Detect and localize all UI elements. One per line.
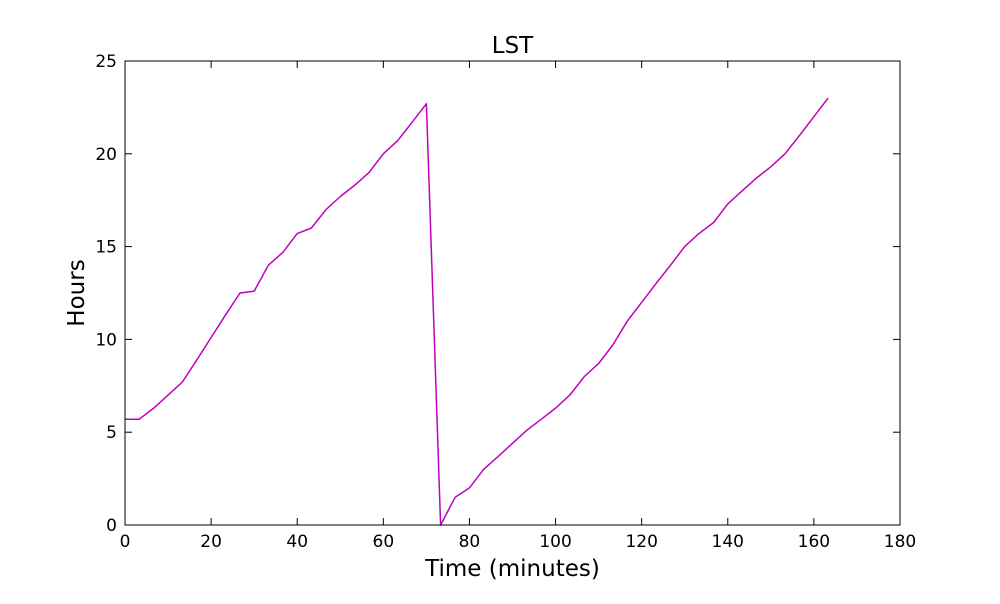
series-layer [125,97,829,526]
x-tick-label: 60 [373,532,395,552]
x-axis-title: Time (minutes) [424,556,600,582]
y-tick-label: 25 [95,52,117,72]
x-tick-label: 100 [539,532,571,552]
x-tick-label: 20 [200,532,222,552]
series-line [125,97,829,526]
chart-title: LST [492,33,534,59]
y-tick-label: 20 [95,145,117,165]
x-tick-label: 180 [884,532,916,552]
ticks-layer: 0 20 40 60 80 100 120 140 160 180 0 5 10 15 20 25 [95,52,916,552]
y-tick-label: 5 [106,423,117,443]
x-tick-label: 0 [120,532,131,552]
x-tick-label: 120 [625,532,657,552]
x-tick-label: 80 [459,532,481,552]
y-axis-title: Hours [64,259,90,326]
y-tick-label: 10 [95,330,117,350]
y-tick-label: 0 [106,516,117,536]
y-tick-label: 15 [95,238,117,258]
plot-frame [124,60,901,526]
x-tick-label: 160 [798,532,830,552]
x-tick-label: 40 [286,532,308,552]
x-tick-label: 140 [712,532,744,552]
